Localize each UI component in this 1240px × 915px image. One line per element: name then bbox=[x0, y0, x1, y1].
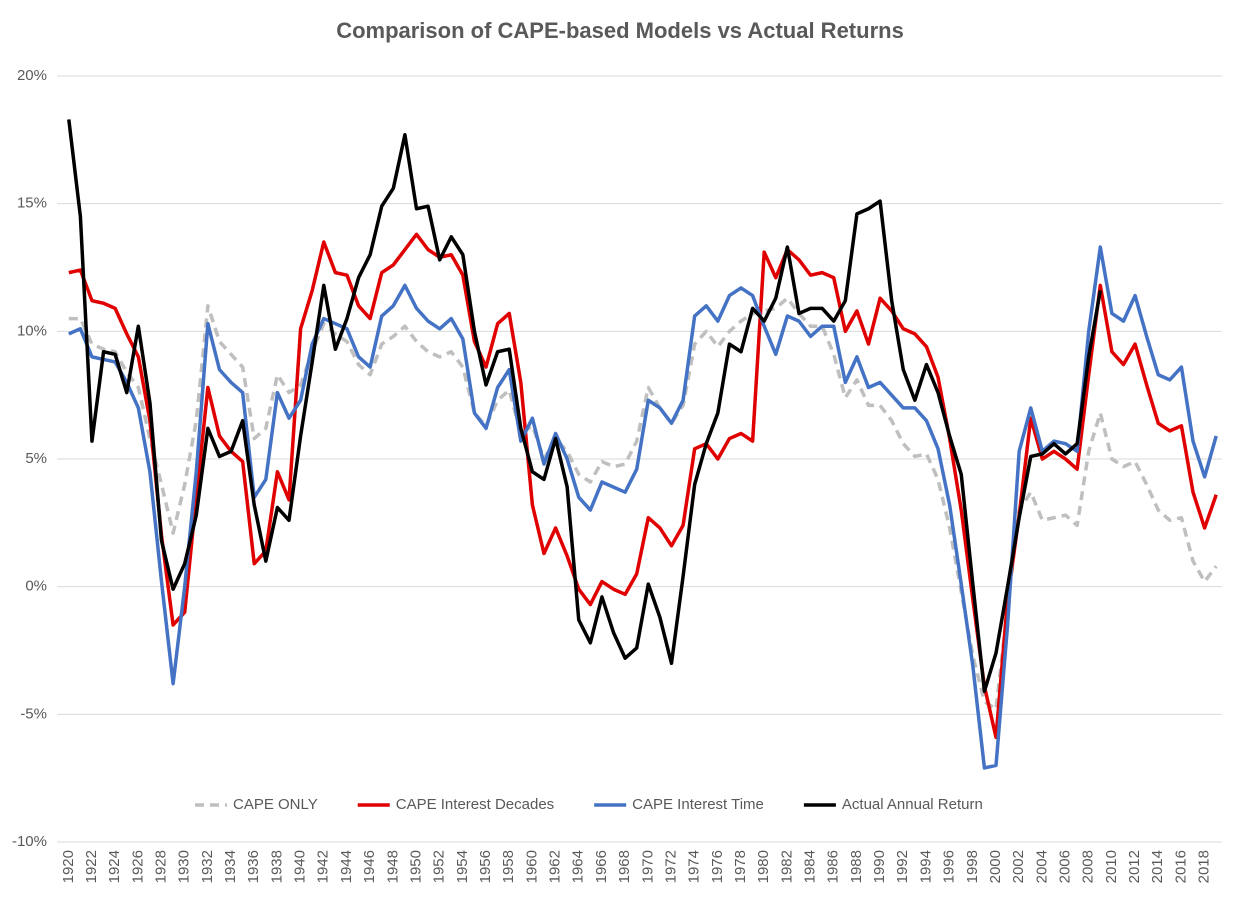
x-tick-label: 1988 bbox=[848, 850, 865, 883]
x-tick-label: 2014 bbox=[1149, 850, 1166, 883]
x-tick-label: 1928 bbox=[152, 850, 169, 883]
y-tick-label: 15% bbox=[17, 195, 47, 212]
x-tick-label: 1946 bbox=[361, 850, 378, 883]
x-tick-label: 2006 bbox=[1057, 850, 1074, 883]
x-tick-label: 1994 bbox=[917, 850, 934, 883]
legend-label: CAPE Interest Decades bbox=[396, 796, 554, 813]
x-tick-label: 1944 bbox=[338, 850, 355, 883]
legend-label: Actual Annual Return bbox=[842, 796, 983, 813]
x-tick-label: 1960 bbox=[523, 850, 540, 883]
x-tick-label: 1950 bbox=[407, 850, 424, 883]
x-tick-label: 2000 bbox=[987, 850, 1004, 883]
x-tick-label: 1972 bbox=[662, 850, 679, 883]
series-line bbox=[68, 296, 1218, 711]
y-tick-label: -5% bbox=[20, 705, 47, 722]
x-tick-label: 1932 bbox=[199, 850, 216, 883]
series-line bbox=[68, 232, 1218, 740]
x-tick-label: 2004 bbox=[1033, 850, 1050, 883]
x-tick-label: 1942 bbox=[315, 850, 332, 883]
x-tick-label: 1924 bbox=[106, 850, 123, 883]
x-tick-label: 1968 bbox=[616, 850, 633, 883]
x-tick-label: 1952 bbox=[431, 850, 448, 883]
legend-label: CAPE Interest Time bbox=[632, 796, 764, 813]
x-tick-label: 1966 bbox=[593, 850, 610, 883]
x-tick-label: 2018 bbox=[1196, 850, 1213, 883]
x-tick-label: 1930 bbox=[176, 850, 193, 883]
y-tick-label: 0% bbox=[25, 578, 47, 595]
x-tick-label: 1936 bbox=[245, 850, 262, 883]
x-tick-label: 1996 bbox=[941, 850, 958, 883]
x-tick-label: 2010 bbox=[1103, 850, 1120, 883]
x-tick-label: 1974 bbox=[686, 850, 703, 883]
x-tick-label: 1934 bbox=[222, 850, 239, 883]
x-tick-label: 1926 bbox=[129, 850, 146, 883]
x-tick-label: 1998 bbox=[964, 850, 981, 883]
x-tick-label: 1940 bbox=[292, 850, 309, 883]
series-line bbox=[67, 119, 1103, 694]
y-tick-label: 10% bbox=[17, 322, 47, 339]
x-tick-label: 2016 bbox=[1172, 850, 1189, 883]
x-tick-label: 2008 bbox=[1080, 850, 1097, 883]
x-tick-label: 1948 bbox=[384, 850, 401, 883]
legend-label: CAPE ONLY bbox=[233, 796, 318, 813]
x-tick-label: 1958 bbox=[500, 850, 517, 883]
x-tick-label: 1986 bbox=[825, 850, 842, 883]
x-tick-label: 1978 bbox=[732, 850, 749, 883]
x-tick-label: 1954 bbox=[454, 850, 471, 883]
x-tick-label: 1976 bbox=[709, 850, 726, 883]
x-tick-label: 1982 bbox=[778, 850, 795, 883]
x-tick-label: 1990 bbox=[871, 850, 888, 883]
y-tick-label: -10% bbox=[12, 833, 47, 850]
x-tick-label: 1992 bbox=[894, 850, 911, 883]
x-tick-label: 1938 bbox=[268, 850, 285, 883]
y-tick-label: 5% bbox=[25, 450, 47, 467]
x-tick-label: 1956 bbox=[477, 850, 494, 883]
x-tick-label: 1920 bbox=[60, 850, 77, 883]
x-tick-label: 1984 bbox=[802, 850, 819, 883]
x-tick-label: 1962 bbox=[547, 850, 564, 883]
x-tick-label: 1970 bbox=[639, 850, 656, 883]
x-tick-label: 1964 bbox=[570, 850, 587, 883]
x-tick-label: 2002 bbox=[1010, 850, 1027, 883]
x-tick-label: 2012 bbox=[1126, 850, 1143, 883]
series-line bbox=[68, 245, 1218, 770]
x-tick-label: 1922 bbox=[83, 850, 100, 883]
x-tick-label: 1980 bbox=[755, 850, 772, 883]
y-tick-label: 20% bbox=[17, 67, 47, 84]
chart-title: Comparison of CAPE-based Models vs Actua… bbox=[336, 18, 904, 43]
